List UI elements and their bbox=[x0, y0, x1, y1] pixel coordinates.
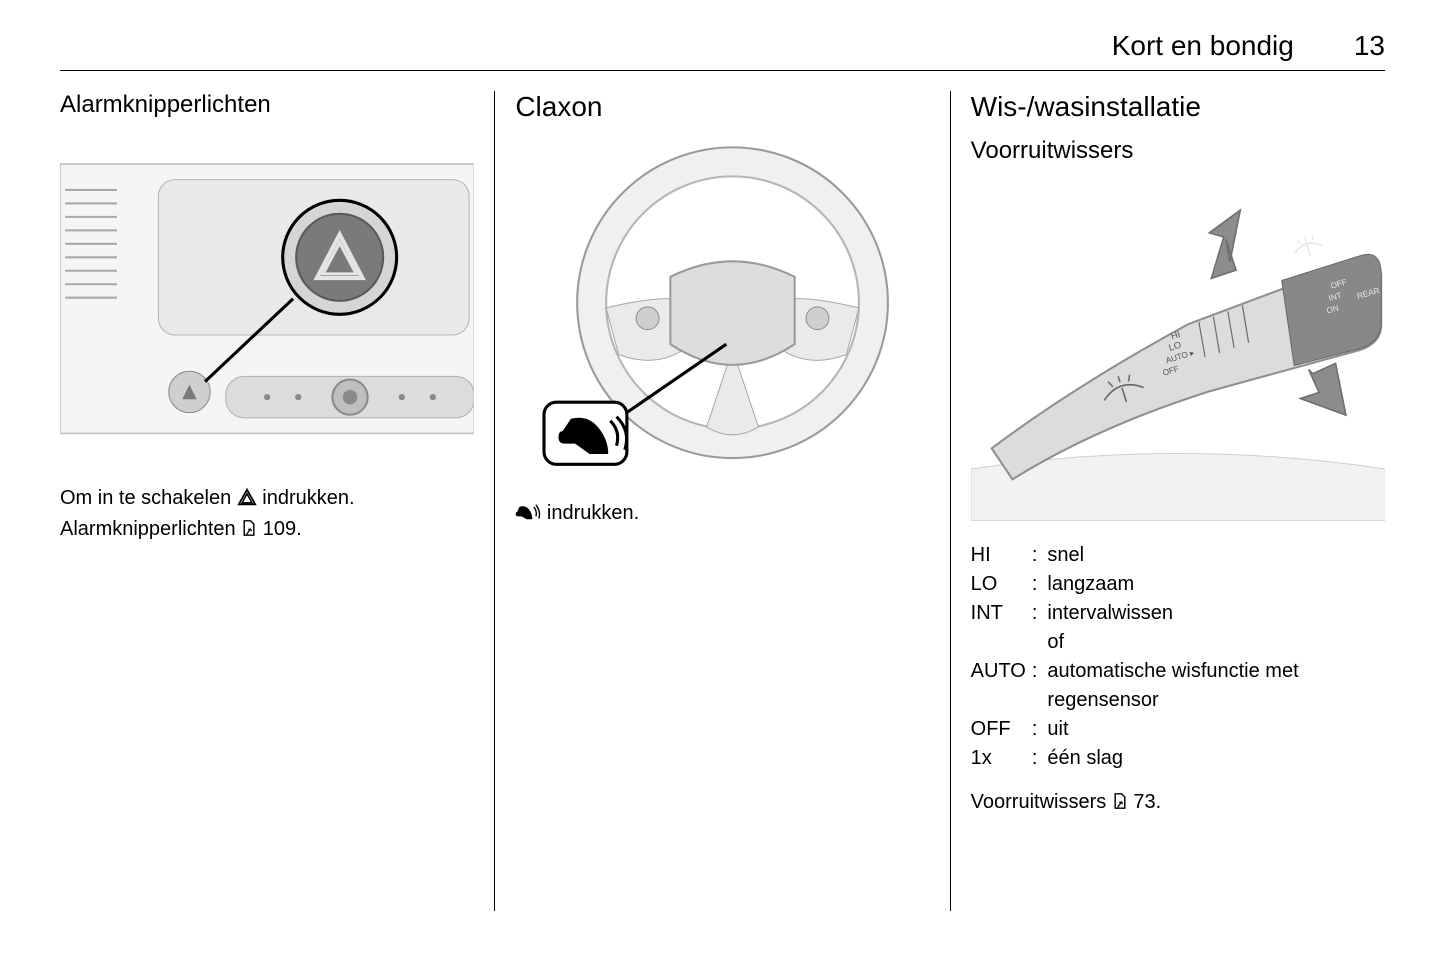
figure-claxon bbox=[515, 137, 929, 479]
wiper-stalk-illustration: HI LO AUTO ▸ OFF OFF INT ON REAR bbox=[971, 179, 1385, 521]
def-colon: : bbox=[1032, 541, 1048, 570]
columns: Alarmknipperlichten bbox=[60, 91, 1385, 911]
def-key: 1x bbox=[971, 744, 1032, 773]
text-fragment: indrukken. bbox=[257, 487, 355, 509]
column-middle: Claxon bbox=[495, 91, 949, 911]
def-row: HI : snel bbox=[971, 541, 1385, 570]
figure-hazard bbox=[60, 133, 474, 464]
steering-illustration bbox=[515, 137, 929, 479]
def-key bbox=[971, 628, 1032, 657]
text-fragment: 73. bbox=[1128, 791, 1161, 813]
def-value: of bbox=[1047, 628, 1385, 657]
page-ref-icon bbox=[1112, 792, 1128, 816]
def-value: uit bbox=[1047, 715, 1385, 744]
horn-icon bbox=[515, 501, 541, 530]
def-row: INT : intervalwissen bbox=[971, 599, 1385, 628]
def-row: OFF : uit bbox=[971, 715, 1385, 744]
def-key: HI bbox=[971, 541, 1032, 570]
def-colon: : bbox=[1032, 744, 1048, 773]
def-value: één slag bbox=[1047, 744, 1385, 773]
def-key: OFF bbox=[971, 715, 1032, 744]
page-ref-icon bbox=[241, 517, 257, 546]
hazard-illustration bbox=[60, 133, 474, 464]
def-row: 1x : één slag bbox=[971, 744, 1385, 773]
claxon-text: indrukken. bbox=[515, 499, 929, 530]
def-value: automatische wisfunctie met regensensor bbox=[1047, 657, 1385, 715]
wiper-ref: Voorruitwissers 73. bbox=[971, 791, 1385, 816]
subheading-wiper: Voorruitwissers bbox=[971, 137, 1385, 165]
def-colon: : bbox=[1032, 599, 1048, 628]
heading-claxon: Claxon bbox=[515, 91, 929, 123]
def-key: INT bbox=[971, 599, 1032, 628]
def-colon: : bbox=[1032, 715, 1048, 744]
figure-wiper: HI LO AUTO ▸ OFF OFF INT ON REAR bbox=[971, 179, 1385, 521]
def-key: LO bbox=[971, 570, 1032, 599]
page-header: Kort en bondig 13 bbox=[60, 30, 1385, 71]
hazard-icon bbox=[237, 486, 257, 515]
def-colon: : bbox=[1032, 570, 1048, 599]
def-value: intervalwissen bbox=[1047, 599, 1385, 628]
def-row: AUTO : automatische wisfunctie met regen… bbox=[971, 657, 1385, 715]
def-value: langzaam bbox=[1047, 570, 1385, 599]
hazard-ref: Alarmknipperlichten 109. bbox=[60, 515, 474, 546]
page: Kort en bondig 13 Alarmknipperlichten bbox=[0, 0, 1445, 951]
page-number: 13 bbox=[1354, 30, 1385, 62]
column-right: Wis-/wasinstallatie Voorruitwissers bbox=[951, 91, 1385, 911]
text-fragment: indrukken. bbox=[541, 502, 639, 524]
def-colon: : bbox=[1032, 657, 1048, 715]
heading-wiper: Wis-/wasinstallatie bbox=[971, 91, 1385, 123]
text-fragment: Alarmknipperlichten bbox=[60, 518, 241, 540]
text-fragment: Voorruitwissers bbox=[971, 791, 1112, 813]
def-value: snel bbox=[1047, 541, 1385, 570]
text-fragment: Om in te schakelen bbox=[60, 487, 237, 509]
hazard-text: Om in te schakelen indrukken. bbox=[60, 484, 474, 515]
wiper-definitions: HI : snel LO : langzaam INT : intervalwi… bbox=[971, 541, 1385, 773]
header-title: Kort en bondig bbox=[1112, 30, 1294, 62]
text-fragment: 109. bbox=[257, 518, 301, 540]
column-left: Alarmknipperlichten bbox=[60, 91, 494, 911]
def-key: AUTO bbox=[971, 657, 1032, 715]
def-row: of bbox=[971, 628, 1385, 657]
def-colon bbox=[1032, 628, 1048, 657]
def-row: LO : langzaam bbox=[971, 570, 1385, 599]
heading-hazard: Alarmknipperlichten bbox=[60, 91, 474, 119]
